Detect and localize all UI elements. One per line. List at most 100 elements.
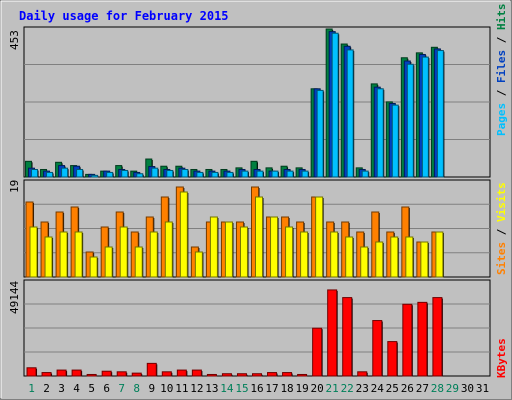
x-label-15: 15 bbox=[235, 382, 248, 395]
x-label-19: 19 bbox=[295, 382, 308, 395]
bar-pages-11 bbox=[181, 168, 189, 178]
bar-kbytes-25 bbox=[387, 341, 398, 377]
legend-sep-3: / bbox=[495, 222, 508, 242]
bar-kbytes-12 bbox=[191, 369, 202, 377]
bar-pages-24 bbox=[376, 88, 384, 178]
bar-pages-27 bbox=[421, 56, 429, 178]
bar-sites-3 bbox=[59, 231, 68, 278]
bar-pages-17 bbox=[271, 170, 279, 178]
x-label-21: 21 bbox=[326, 382, 339, 395]
legend-files: Files bbox=[495, 50, 508, 83]
bar-sites-18 bbox=[285, 226, 294, 278]
x-label-29: 29 bbox=[446, 382, 459, 395]
x-label-3: 3 bbox=[58, 382, 65, 395]
x-label-26: 26 bbox=[401, 382, 414, 395]
legend-kbytes-panel: KBytes bbox=[495, 338, 508, 378]
bar-sites-13 bbox=[209, 216, 218, 278]
bar-kbytes-4 bbox=[71, 369, 82, 377]
panel-visits bbox=[23, 179, 491, 278]
bar-kbytes-9 bbox=[146, 362, 157, 377]
legend-sep-2: / bbox=[495, 30, 508, 50]
x-label-24: 24 bbox=[371, 382, 385, 395]
x-label-10: 10 bbox=[160, 382, 173, 395]
x-axis-labels: 1 2 3 4 5 6 7 8 9 10 11 12 13 14 15 16 17 18 19 20 21 22 23 24 2… bbox=[28, 382, 489, 395]
bar-sites-19 bbox=[300, 231, 309, 278]
x-label-7: 7 bbox=[118, 382, 125, 395]
bar-pages-14 bbox=[226, 171, 234, 178]
bar-kbytes-6 bbox=[101, 370, 112, 377]
bar-kbytes-22 bbox=[342, 297, 353, 377]
bar-sites-20 bbox=[315, 196, 324, 278]
bar-pages-2 bbox=[46, 171, 54, 178]
bar-pages-23 bbox=[361, 170, 369, 178]
bar-pages-20 bbox=[316, 89, 324, 178]
bar-kbytes-8 bbox=[131, 372, 142, 377]
x-label-17: 17 bbox=[265, 382, 278, 395]
bar-kbytes-16 bbox=[252, 373, 262, 377]
bar-kbytes-24 bbox=[372, 320, 383, 377]
bar-kbytes-28 bbox=[432, 297, 443, 377]
bar-sites-5 bbox=[89, 256, 98, 278]
x-label-9: 9 bbox=[148, 382, 155, 395]
bar-sites-26 bbox=[405, 236, 414, 278]
x-label-22: 22 bbox=[341, 382, 354, 395]
bar-sites-11 bbox=[179, 191, 188, 278]
panel-kbytes bbox=[23, 279, 491, 377]
panel-hits bbox=[23, 26, 491, 178]
bar-sites-12 bbox=[194, 251, 203, 278]
legend-pages: Pages bbox=[495, 103, 508, 136]
x-label-30: 30 bbox=[461, 382, 474, 395]
legend-sep-1: / bbox=[495, 83, 508, 103]
bar-pages-26 bbox=[406, 63, 414, 178]
x-label-6: 6 bbox=[103, 382, 110, 395]
bar-kbytes-2 bbox=[41, 372, 52, 377]
bar-pages-3 bbox=[61, 167, 69, 178]
bar-pages-25 bbox=[391, 104, 399, 178]
bar-pages-13 bbox=[211, 171, 219, 178]
bar-kbytes-18 bbox=[282, 372, 293, 377]
x-label-28: 28 bbox=[431, 382, 444, 395]
bar-pages-6 bbox=[106, 171, 114, 178]
bar-sites-14 bbox=[224, 221, 233, 278]
x-label-1: 1 bbox=[28, 382, 35, 395]
bar-sites-22 bbox=[345, 236, 354, 278]
bar-kbytes-5 bbox=[86, 373, 97, 377]
legend-hits-panel: Pages / Files / Hits bbox=[495, 4, 508, 137]
x-label-16: 16 bbox=[250, 382, 263, 395]
x-label-2: 2 bbox=[43, 382, 50, 395]
x-label-25: 25 bbox=[386, 382, 399, 395]
bar-pages-19 bbox=[301, 170, 309, 178]
bar-kbytes-20 bbox=[312, 327, 323, 377]
bar-pages-1 bbox=[31, 168, 39, 178]
x-label-13: 13 bbox=[205, 382, 218, 395]
bar-pages-28 bbox=[436, 50, 444, 178]
bar-pages-4 bbox=[76, 168, 84, 178]
bar-kbytes-7 bbox=[116, 371, 127, 377]
bar-pages-5 bbox=[91, 174, 99, 178]
bar-sites-23 bbox=[360, 246, 369, 278]
bar-sites-21 bbox=[330, 231, 339, 278]
x-label-23: 23 bbox=[356, 382, 369, 395]
bar-pages-16 bbox=[256, 170, 264, 178]
x-label-11: 11 bbox=[175, 382, 188, 395]
bar-kbytes-13 bbox=[206, 373, 217, 377]
x-label-5: 5 bbox=[88, 382, 95, 395]
kbytes-max-label: 49144 bbox=[8, 281, 21, 314]
x-label-4: 4 bbox=[73, 382, 80, 395]
bar-sites-2 bbox=[44, 236, 53, 278]
bar-pages-7 bbox=[121, 169, 129, 178]
x-label-31: 31 bbox=[476, 382, 489, 395]
legend-kbytes: KBytes bbox=[495, 338, 508, 378]
bar-kbytes-11 bbox=[176, 369, 187, 377]
bar-pages-15 bbox=[241, 170, 249, 178]
bar-kbytes-21 bbox=[327, 289, 338, 377]
x-label-18: 18 bbox=[280, 382, 293, 395]
chart-title: Daily usage for February 2015 bbox=[19, 9, 229, 23]
bar-pages-10 bbox=[166, 169, 174, 178]
bar-sites-8 bbox=[134, 246, 143, 278]
bar-pages-12 bbox=[196, 171, 204, 178]
bar-pages-8 bbox=[136, 173, 144, 178]
bar-sites-1 bbox=[29, 226, 38, 278]
x-label-12: 12 bbox=[190, 382, 203, 395]
bar-kbytes-27 bbox=[417, 301, 428, 377]
